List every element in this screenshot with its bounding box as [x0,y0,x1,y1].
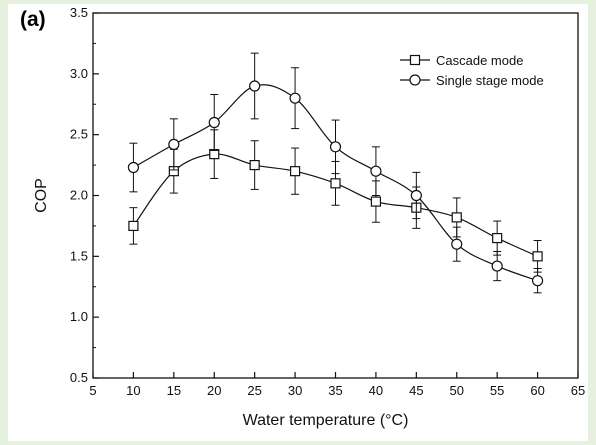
x-tick-label: 40 [369,383,383,398]
y-axis-label: COP [33,178,50,213]
x-tick-label: 55 [490,383,504,398]
legend-label-single-stage: Single stage mode [436,73,544,88]
data-point-cascade [492,232,503,244]
data-point-single-stage [329,141,342,153]
data-point-single-stage [249,80,261,92]
data-point-single-stage [289,92,301,104]
legend-label-cascade: Cascade mode [436,53,523,68]
panel-label: (a) [20,8,46,31]
x-tick-label: 60 [530,383,544,398]
legend: Cascade mode Single stage mode [400,53,544,88]
series-single-stage [127,52,544,294]
data-point-cascade [249,159,260,171]
legend-marker-single-stage [409,74,421,86]
y-tick-label: 2.0 [70,188,88,203]
y-tick-label: 2.5 [70,127,88,142]
y-tick-label: 1.5 [70,248,88,263]
y-tick-label: 1.0 [70,309,88,324]
data-point-single-stage [491,260,503,272]
data-point-cascade [128,220,139,232]
data-point-cascade [532,251,543,262]
x-tick-label: 15 [167,383,181,398]
series-cascade [128,129,543,273]
y-tick-label: 0.5 [70,370,88,385]
x-tick-label: 10 [126,383,140,398]
x-tick-label: 50 [450,383,464,398]
data-point-cascade [451,212,462,223]
x-tick-label: 65 [571,383,585,398]
data-point-cascade [330,178,341,189]
data-point-single-stage [451,238,463,250]
x-tick-label: 5 [89,383,96,398]
legend-marker-cascade [409,54,421,66]
data-point-cascade [289,166,301,177]
y-tick-label: 3.0 [70,66,88,81]
data-point-single-stage [127,161,140,174]
x-tick-label: 25 [247,383,261,398]
data-point-single-stage [168,138,180,150]
y-tick-label: 3.5 [70,5,88,20]
x-axis-label: Water temperature (°C) [243,412,409,429]
cop-chart: 5 10 15 20 25 30 35 40 45 50 55 60 65 0.5 1.0 1.5 2.0 2.5… [33,5,585,429]
data-point-cascade [370,196,382,207]
data-point-single-stage [410,189,422,202]
x-tick-label: 30 [288,383,302,398]
x-tick-label: 20 [207,383,221,398]
data-point-single-stage [531,275,544,287]
x-tick-label: 35 [328,383,342,398]
chart-panel: (a) 5 10 15 20 25 30 35 40 45 50 55 60 65 0.5 1.0 1.5 2.… [8,4,588,441]
x-tick-label: 45 [409,383,423,398]
data-point-single-stage [370,165,382,177]
data-point-single-stage [208,116,220,129]
